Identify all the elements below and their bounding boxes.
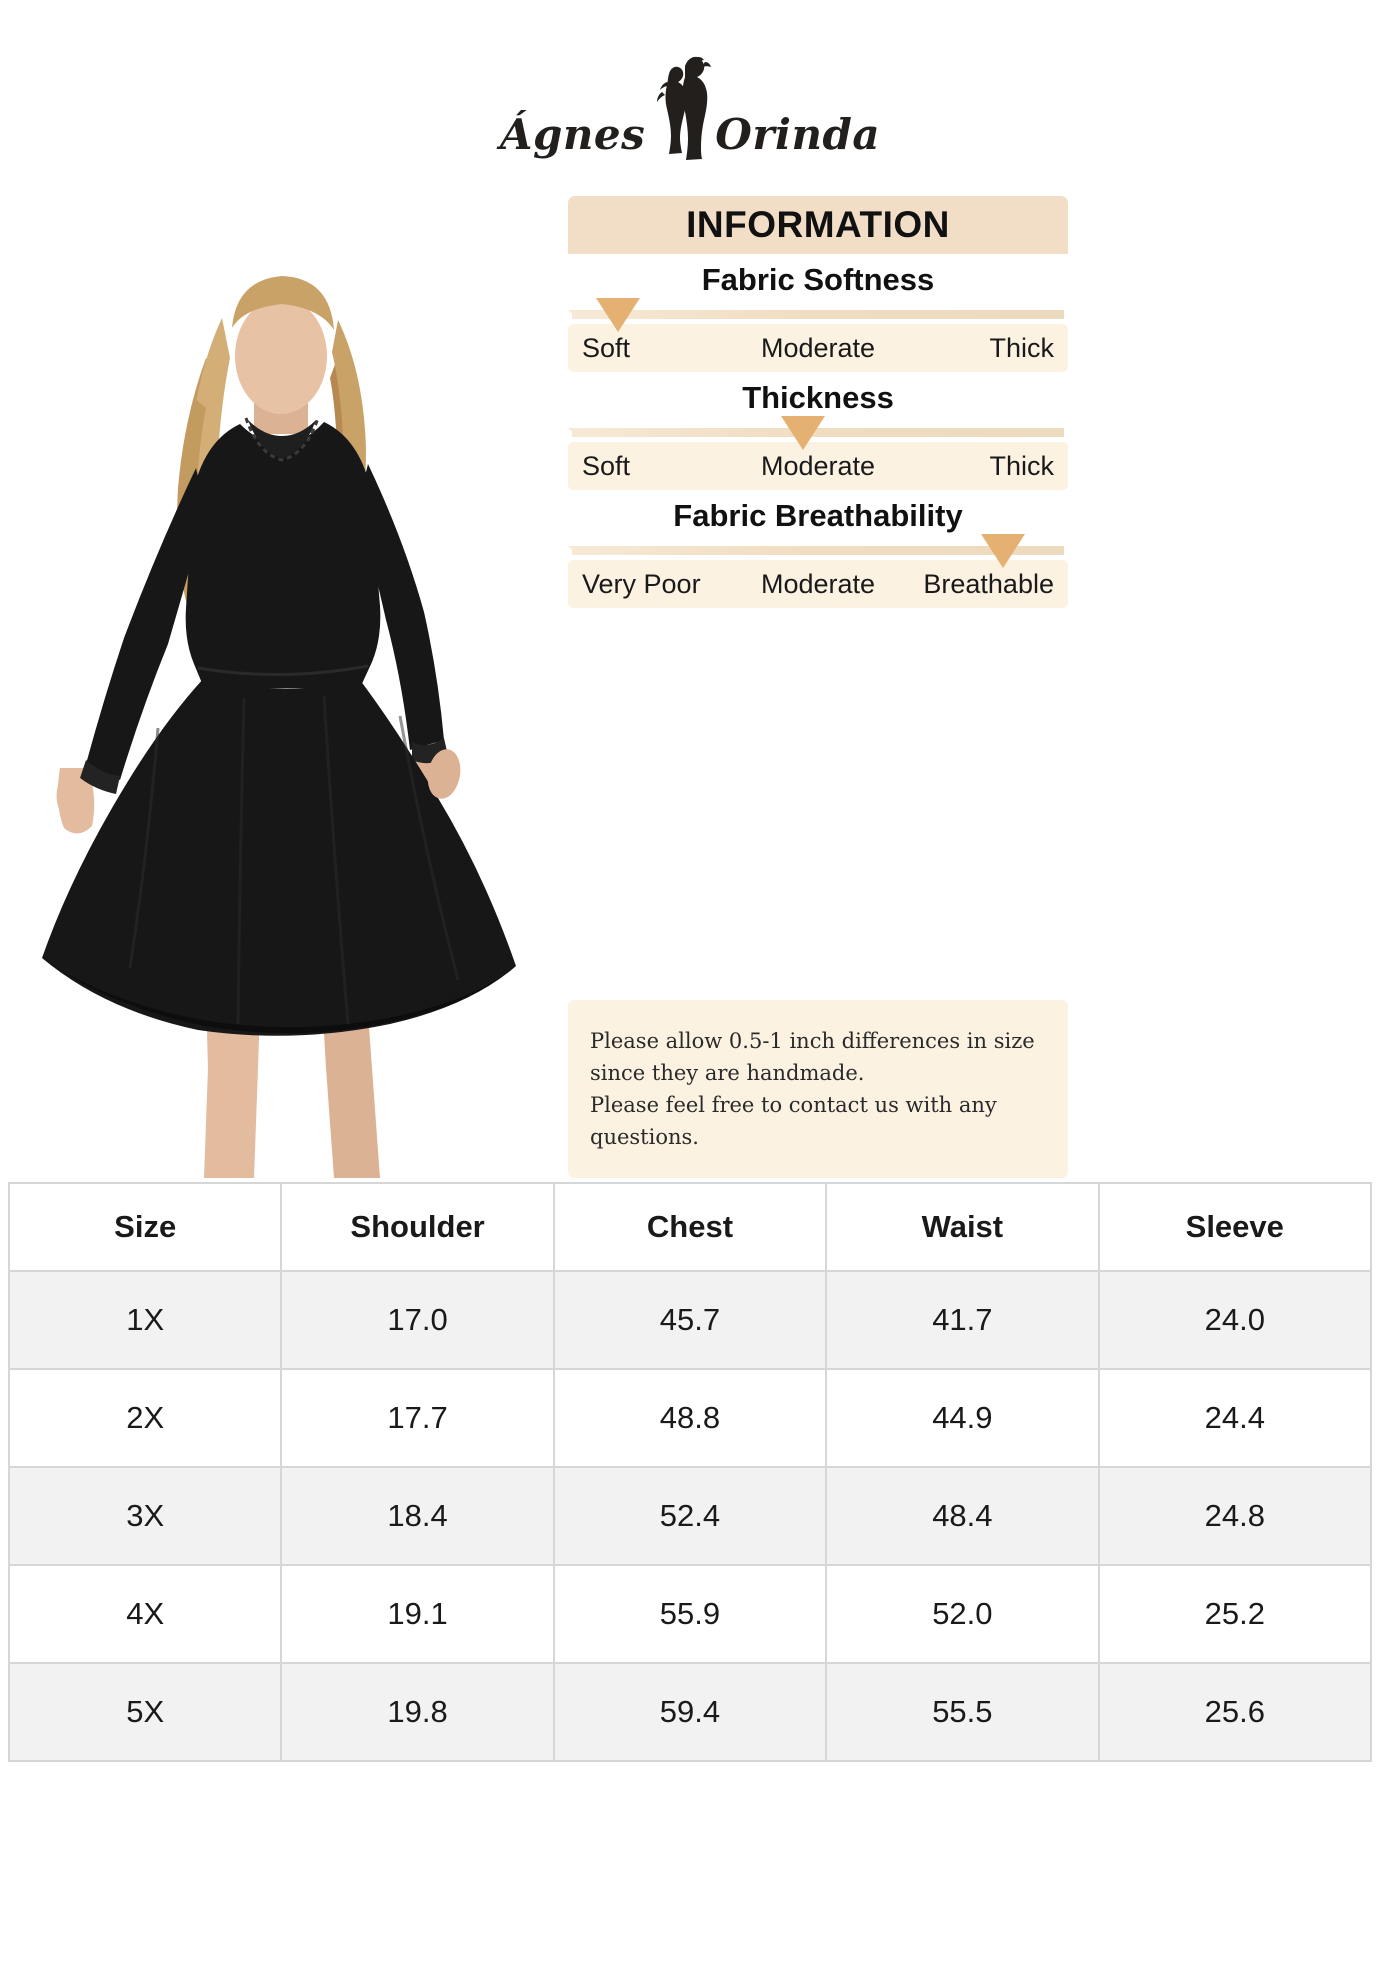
table-header-row: Size Shoulder Chest Waist Sleeve xyxy=(7,1182,1373,1272)
cell-size: 4X xyxy=(7,1564,283,1664)
cell-chest: 45.7 xyxy=(552,1270,828,1370)
table-header-size: Size xyxy=(7,1182,283,1272)
scale-title: Fabric Softness xyxy=(701,262,935,297)
cell-sleeve: 24.0 xyxy=(1097,1270,1373,1370)
scale-labels: Soft Moderate Thick xyxy=(568,442,1068,490)
cell-shoulder: 18.4 xyxy=(280,1466,555,1566)
brand-name-second: Orinda xyxy=(715,110,881,159)
table-row: 5X 19.8 59.4 55.5 25.6 xyxy=(7,1662,1373,1762)
scale-labels: Very Poor Moderate Breathable xyxy=(568,560,1068,608)
cell-waist: 41.7 xyxy=(825,1270,1100,1370)
cell-chest: 48.8 xyxy=(552,1368,828,1468)
table-header-shoulder: Shoulder xyxy=(280,1182,555,1272)
scale-label-high: Thick xyxy=(989,332,1054,363)
scale-label-mid: Moderate xyxy=(760,332,876,363)
table-row: 2X 17.7 48.8 44.9 24.4 xyxy=(7,1368,1373,1468)
cell-shoulder: 19.8 xyxy=(280,1662,555,1762)
scale-label-high: Thick xyxy=(989,450,1054,481)
information-header: INFORMATION xyxy=(568,196,1068,254)
table-row: 3X 18.4 52.4 48.4 24.8 xyxy=(7,1466,1373,1566)
table-row: 1X 17.0 45.7 41.7 24.0 xyxy=(7,1270,1373,1370)
cell-sleeve: 25.6 xyxy=(1097,1662,1373,1762)
cell-waist: 52.0 xyxy=(825,1564,1100,1664)
scale-marker-triangle-icon xyxy=(981,534,1025,568)
product-model-photo xyxy=(8,168,560,1178)
note-line-3: Please feel free to contact us with any … xyxy=(590,1092,997,1149)
cell-waist: 44.9 xyxy=(825,1368,1100,1468)
scale-bar-row xyxy=(568,534,1068,568)
scale-label-low: Very Poor xyxy=(582,568,701,599)
information-title: INFORMATION xyxy=(686,204,950,245)
scale-label-low: Soft xyxy=(582,450,631,481)
cell-size: 5X xyxy=(7,1662,283,1762)
cell-chest: 59.4 xyxy=(552,1662,828,1762)
cell-sleeve: 24.8 xyxy=(1097,1466,1373,1566)
scale-label-low: Soft xyxy=(582,332,631,363)
cell-waist: 55.5 xyxy=(825,1662,1100,1762)
scale-bar-row xyxy=(568,416,1068,450)
cell-size: 3X xyxy=(7,1466,283,1566)
cell-chest: 55.9 xyxy=(552,1564,828,1664)
scale-thickness: Thickness Soft Moderate Thick xyxy=(568,380,1068,490)
scale-label-high: Breathable xyxy=(923,568,1054,599)
scale-title: Thickness xyxy=(742,380,894,415)
information-panel: INFORMATION Fabric Softness Soft Moderat… xyxy=(568,196,1068,608)
scale-gradient-bar xyxy=(568,310,1064,319)
cell-shoulder: 19.1 xyxy=(280,1564,555,1664)
size-note-box: Please allow 0.5-1 inch differences in s… xyxy=(568,1000,1068,1178)
cell-sleeve: 25.2 xyxy=(1097,1564,1373,1664)
cell-shoulder: 17.0 xyxy=(280,1270,555,1370)
scale-gradient-bar xyxy=(568,546,1064,555)
table-header-waist: Waist xyxy=(825,1182,1100,1272)
two-women-silhouette-icon xyxy=(649,56,712,160)
cell-sleeve: 24.4 xyxy=(1097,1368,1373,1468)
scale-title: Fabric Breathability xyxy=(673,498,963,533)
brand-name-first: Ágnes xyxy=(499,110,646,159)
scale-marker-triangle-icon xyxy=(596,298,640,332)
cell-shoulder: 17.7 xyxy=(280,1368,555,1468)
scale-label-mid: Moderate xyxy=(760,568,876,599)
table-header-chest: Chest xyxy=(552,1182,828,1272)
scale-label-mid: Moderate xyxy=(760,450,876,481)
cell-size: 1X xyxy=(7,1270,283,1370)
cell-chest: 52.4 xyxy=(552,1466,828,1566)
scale-marker-triangle-icon xyxy=(781,416,825,450)
cell-waist: 48.4 xyxy=(825,1466,1100,1566)
note-line-1: Please allow 0.5-1 inch differences in s… xyxy=(590,1029,1035,1053)
table-header-sleeve: Sleeve xyxy=(1097,1182,1373,1272)
cell-size: 2X xyxy=(7,1368,283,1468)
note-line-2: since they are handmade. xyxy=(590,1060,865,1085)
size-chart-table: Size Shoulder Chest Waist Sleeve 1X 17.0… xyxy=(7,1182,1373,1762)
scale-fabric-breathability: Fabric Breathability Very Poor Moderate … xyxy=(568,498,1068,608)
scale-fabric-softness: Fabric Softness Soft Moderate Thick xyxy=(568,262,1068,372)
brand-logo: Ágnes Orinda xyxy=(0,52,1380,164)
table-row: 4X 19.1 55.9 52.0 25.2 xyxy=(7,1564,1373,1664)
scale-labels: Soft Moderate Thick xyxy=(568,324,1068,372)
scale-bar-row xyxy=(568,298,1068,332)
